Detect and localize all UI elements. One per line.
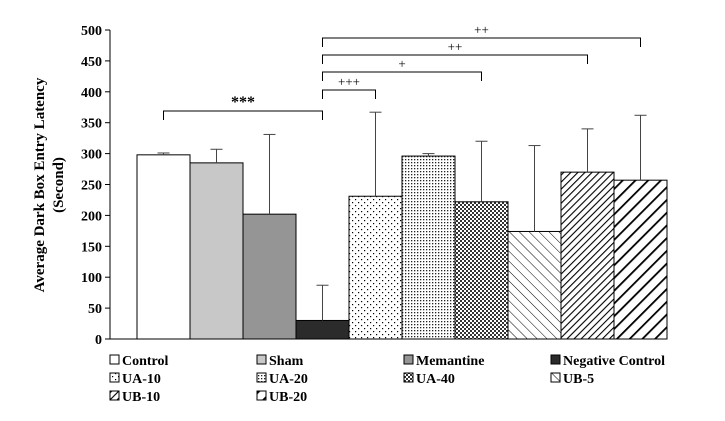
significance-label: *** [231, 94, 255, 111]
y-axis-label-line-2: (Second) [51, 157, 67, 213]
legend-item-ub-5: UB-5 [550, 372, 594, 387]
bar-sham [189, 162, 244, 340]
legend-swatch [550, 354, 561, 365]
legend-label: Sham [269, 354, 304, 369]
legend-item-sham: Sham [256, 354, 304, 369]
error-bar-sham [210, 148, 223, 163]
legend-item-control: Control [109, 354, 169, 369]
significance-bracket: + [322, 56, 482, 81]
y-tick-label: 150 [81, 240, 102, 255]
significance-bracket: *** [163, 94, 323, 120]
legend-item-memantine: Memantine [403, 354, 484, 369]
legend-swatch [403, 354, 414, 365]
legend-swatch [256, 372, 267, 383]
legend-label: UB-5 [563, 372, 594, 387]
error-bar-ua-40 [475, 140, 488, 202]
legend-item-ua-10: UA-10 [109, 372, 161, 387]
y-tick-label: 0 [95, 333, 102, 348]
error-bar-ub-20 [634, 114, 647, 181]
y-tick-label: 350 [81, 117, 102, 132]
legend-swatch [109, 372, 120, 383]
legend: Control Sham Memantine Negative Control UA-1… [109, 354, 665, 405]
y-tick-label: 500 [81, 24, 102, 39]
bar-ub-5 [507, 230, 562, 340]
error-bar-ua-20 [422, 153, 435, 157]
legend-label: UA-20 [269, 372, 308, 387]
bar-ub-10 [560, 171, 615, 340]
legend-swatch [109, 390, 120, 401]
y-tick-label: 400 [81, 86, 102, 101]
legend-swatch [403, 372, 414, 383]
y-tick-label: 50 [88, 302, 102, 317]
bar-ua-10 [348, 195, 403, 340]
legend-label: UB-20 [269, 390, 307, 405]
bar-negative-control [295, 319, 350, 340]
y-tick-label: 200 [81, 209, 102, 224]
y-tick-label: 100 [81, 271, 102, 286]
error-bar-ub-10 [581, 128, 594, 173]
y-axis-ticks: 0 50 100 150 200 250 300 350 400 450 500 [81, 24, 110, 348]
legend-item-ub-10: UB-10 [109, 390, 160, 405]
bar-ua-40 [454, 201, 509, 340]
bar-control [136, 154, 191, 340]
significance-label: + [398, 56, 405, 71]
legend-swatch [256, 354, 267, 365]
significance-bracket: ++ [322, 39, 588, 64]
bars [136, 154, 668, 340]
error-bar-negative-control [316, 284, 329, 321]
legend-item-ua-40: UA-40 [403, 372, 455, 387]
error-bars [157, 111, 647, 321]
significance-label: ++ [474, 22, 489, 37]
legend-swatch [256, 390, 267, 401]
y-tick-label: 250 [81, 179, 102, 194]
error-bar-ub-5 [528, 145, 541, 232]
legend-label: Negative Control [563, 354, 665, 369]
legend-item-ua-20: UA-20 [256, 372, 308, 387]
error-bar-ua-10 [369, 111, 382, 197]
bar-ua-20 [401, 155, 456, 340]
legend-swatch [550, 372, 561, 383]
significance-label: ++ [448, 39, 463, 54]
y-tick-label: 450 [81, 55, 102, 70]
significance-bracket: ++ [322, 22, 641, 47]
bar-memantine [242, 213, 297, 340]
legend-label: UB-10 [122, 390, 160, 405]
bar-ub-20 [613, 179, 668, 340]
legend-swatch [109, 354, 120, 365]
legend-label: Memantine [416, 354, 484, 369]
significance-brackets: ***++++++++ [163, 22, 641, 120]
legend-label: UA-40 [416, 372, 455, 387]
y-axis-label-line-1: Average Dark Box Entry Latency [32, 77, 48, 292]
legend-label: UA-10 [122, 372, 161, 387]
error-bar-memantine [263, 133, 276, 215]
y-tick-label: 300 [81, 148, 102, 163]
significance-bracket: +++ [322, 74, 376, 99]
error-bar-control [157, 152, 170, 155]
legend-label: Control [122, 354, 169, 369]
legend-item-ub-20: UB-20 [256, 390, 307, 405]
legend-item-negative-control: Negative Control [550, 354, 665, 369]
significance-label: +++ [338, 74, 360, 89]
